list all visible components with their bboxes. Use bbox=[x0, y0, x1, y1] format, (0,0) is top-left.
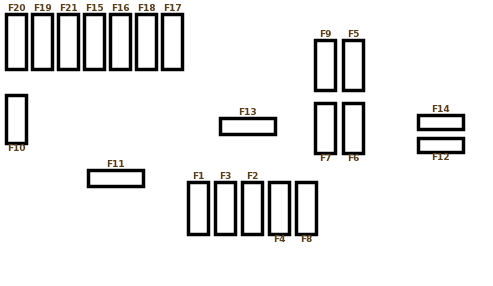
Bar bbox=[418, 138, 463, 152]
Text: F8: F8 bbox=[300, 235, 312, 244]
Bar bbox=[88, 170, 143, 186]
Text: F2: F2 bbox=[246, 172, 258, 181]
Bar bbox=[162, 14, 182, 69]
Text: F6: F6 bbox=[347, 154, 359, 163]
Text: F16: F16 bbox=[111, 4, 129, 13]
Text: F4: F4 bbox=[273, 235, 285, 244]
Text: F3: F3 bbox=[219, 172, 231, 181]
Text: F11: F11 bbox=[106, 160, 125, 169]
Text: F20: F20 bbox=[7, 4, 25, 13]
Text: F13: F13 bbox=[238, 108, 257, 117]
Bar bbox=[84, 14, 104, 69]
Text: F7: F7 bbox=[319, 154, 331, 163]
Text: F19: F19 bbox=[33, 4, 51, 13]
Bar bbox=[418, 115, 463, 129]
Bar bbox=[188, 182, 208, 234]
Text: F15: F15 bbox=[85, 4, 104, 13]
Bar bbox=[110, 14, 130, 69]
Bar bbox=[136, 14, 156, 69]
Bar bbox=[315, 40, 335, 90]
Text: F9: F9 bbox=[319, 30, 331, 39]
Bar bbox=[269, 182, 289, 234]
Bar bbox=[343, 40, 363, 90]
Text: F1: F1 bbox=[192, 172, 204, 181]
Text: F12: F12 bbox=[431, 153, 450, 162]
Bar bbox=[220, 118, 275, 134]
Bar bbox=[343, 103, 363, 153]
Bar bbox=[58, 14, 78, 69]
Bar bbox=[296, 182, 316, 234]
Text: F18: F18 bbox=[137, 4, 155, 13]
Text: F5: F5 bbox=[347, 30, 359, 39]
Bar bbox=[6, 14, 26, 69]
Text: F10: F10 bbox=[7, 144, 25, 153]
Bar bbox=[32, 14, 52, 69]
Text: F21: F21 bbox=[59, 4, 77, 13]
Text: F17: F17 bbox=[163, 4, 181, 13]
Bar bbox=[6, 95, 26, 143]
Text: F14: F14 bbox=[431, 105, 450, 114]
Bar bbox=[315, 103, 335, 153]
Bar bbox=[242, 182, 262, 234]
Bar bbox=[215, 182, 235, 234]
